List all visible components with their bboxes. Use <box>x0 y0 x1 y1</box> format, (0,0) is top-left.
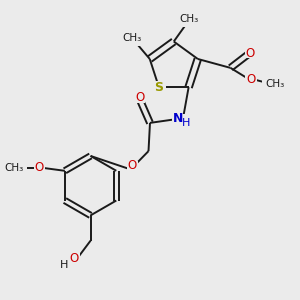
Bar <box>34 162 45 172</box>
Text: CH₃: CH₃ <box>5 163 24 173</box>
Bar <box>152 81 166 93</box>
Text: O: O <box>70 252 79 265</box>
Text: O: O <box>135 91 144 104</box>
Bar <box>2 162 27 173</box>
Text: CH₃: CH₃ <box>122 33 142 43</box>
Text: O: O <box>245 46 254 59</box>
Bar <box>134 92 145 103</box>
Text: O: O <box>128 160 137 172</box>
Text: N: N <box>173 112 183 125</box>
Text: CH₃: CH₃ <box>266 79 285 89</box>
Text: O: O <box>247 73 256 86</box>
Bar <box>262 79 288 90</box>
Bar <box>175 15 202 27</box>
Bar <box>245 75 257 85</box>
Bar <box>172 114 188 126</box>
Text: S: S <box>154 81 164 94</box>
Text: H: H <box>182 118 190 128</box>
Bar <box>127 161 138 171</box>
Text: O: O <box>34 161 44 174</box>
Bar <box>244 48 255 58</box>
Bar <box>120 34 147 46</box>
Bar <box>69 253 80 264</box>
Text: CH₃: CH₃ <box>179 14 198 24</box>
Text: H: H <box>60 260 68 270</box>
